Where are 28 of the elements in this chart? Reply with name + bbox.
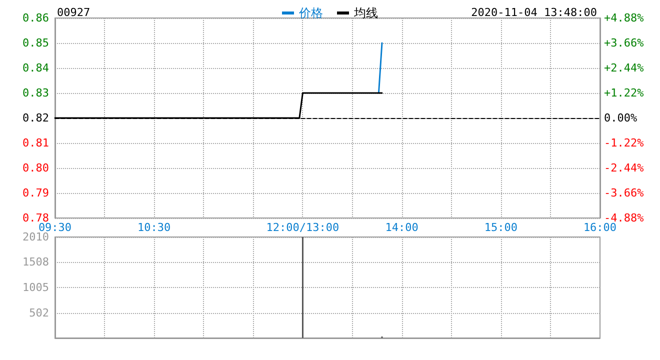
y-tick-label: 502 bbox=[29, 306, 49, 320]
y-tick-label: 1508 bbox=[22, 256, 49, 269]
y-tick-label: 0.81 bbox=[22, 136, 49, 150]
chart-title: 00927 bbox=[57, 6, 90, 19]
y-tick-label: 0.80 bbox=[22, 162, 49, 174]
y2-tick-label: +3.66% bbox=[604, 36, 644, 50]
y-tick-label: 0.82 bbox=[22, 112, 49, 124]
y-tick-label: 0.84 bbox=[22, 62, 50, 74]
chart-subtitle: 2020-11-04 13:48:00 bbox=[471, 6, 598, 19]
y-tick-label: 0.86 bbox=[22, 12, 49, 24]
x-tick-label: 12:00/13:00 bbox=[266, 221, 340, 234]
y2-tick-label: -3.66% bbox=[604, 186, 644, 200]
y2-tick-label: +2.44% bbox=[604, 62, 644, 74]
y2-tick-label: +1.22% bbox=[604, 86, 644, 100]
x-tick-label: 10:30 bbox=[138, 221, 171, 234]
legend-label: 价格 bbox=[298, 6, 323, 20]
y-tick-label: 0.79 bbox=[22, 186, 49, 200]
y-tick-label: 0.83 bbox=[22, 86, 49, 100]
y2-tick-label: +4.88% bbox=[604, 12, 644, 24]
y-tick-label: 0.85 bbox=[22, 36, 49, 50]
y2-tick-label: 0.00% bbox=[604, 112, 638, 124]
legend-label: 均线 bbox=[353, 6, 378, 20]
x-tick-label: 15:00 bbox=[484, 221, 518, 234]
y-tick-label: 1005 bbox=[22, 281, 49, 294]
x-tick-label: 14:00 bbox=[385, 221, 418, 234]
y2-tick-label: -1.22% bbox=[604, 136, 644, 150]
y2-tick-label: -2.44% bbox=[604, 162, 644, 174]
x-tick-label: 16:00 bbox=[583, 221, 617, 234]
